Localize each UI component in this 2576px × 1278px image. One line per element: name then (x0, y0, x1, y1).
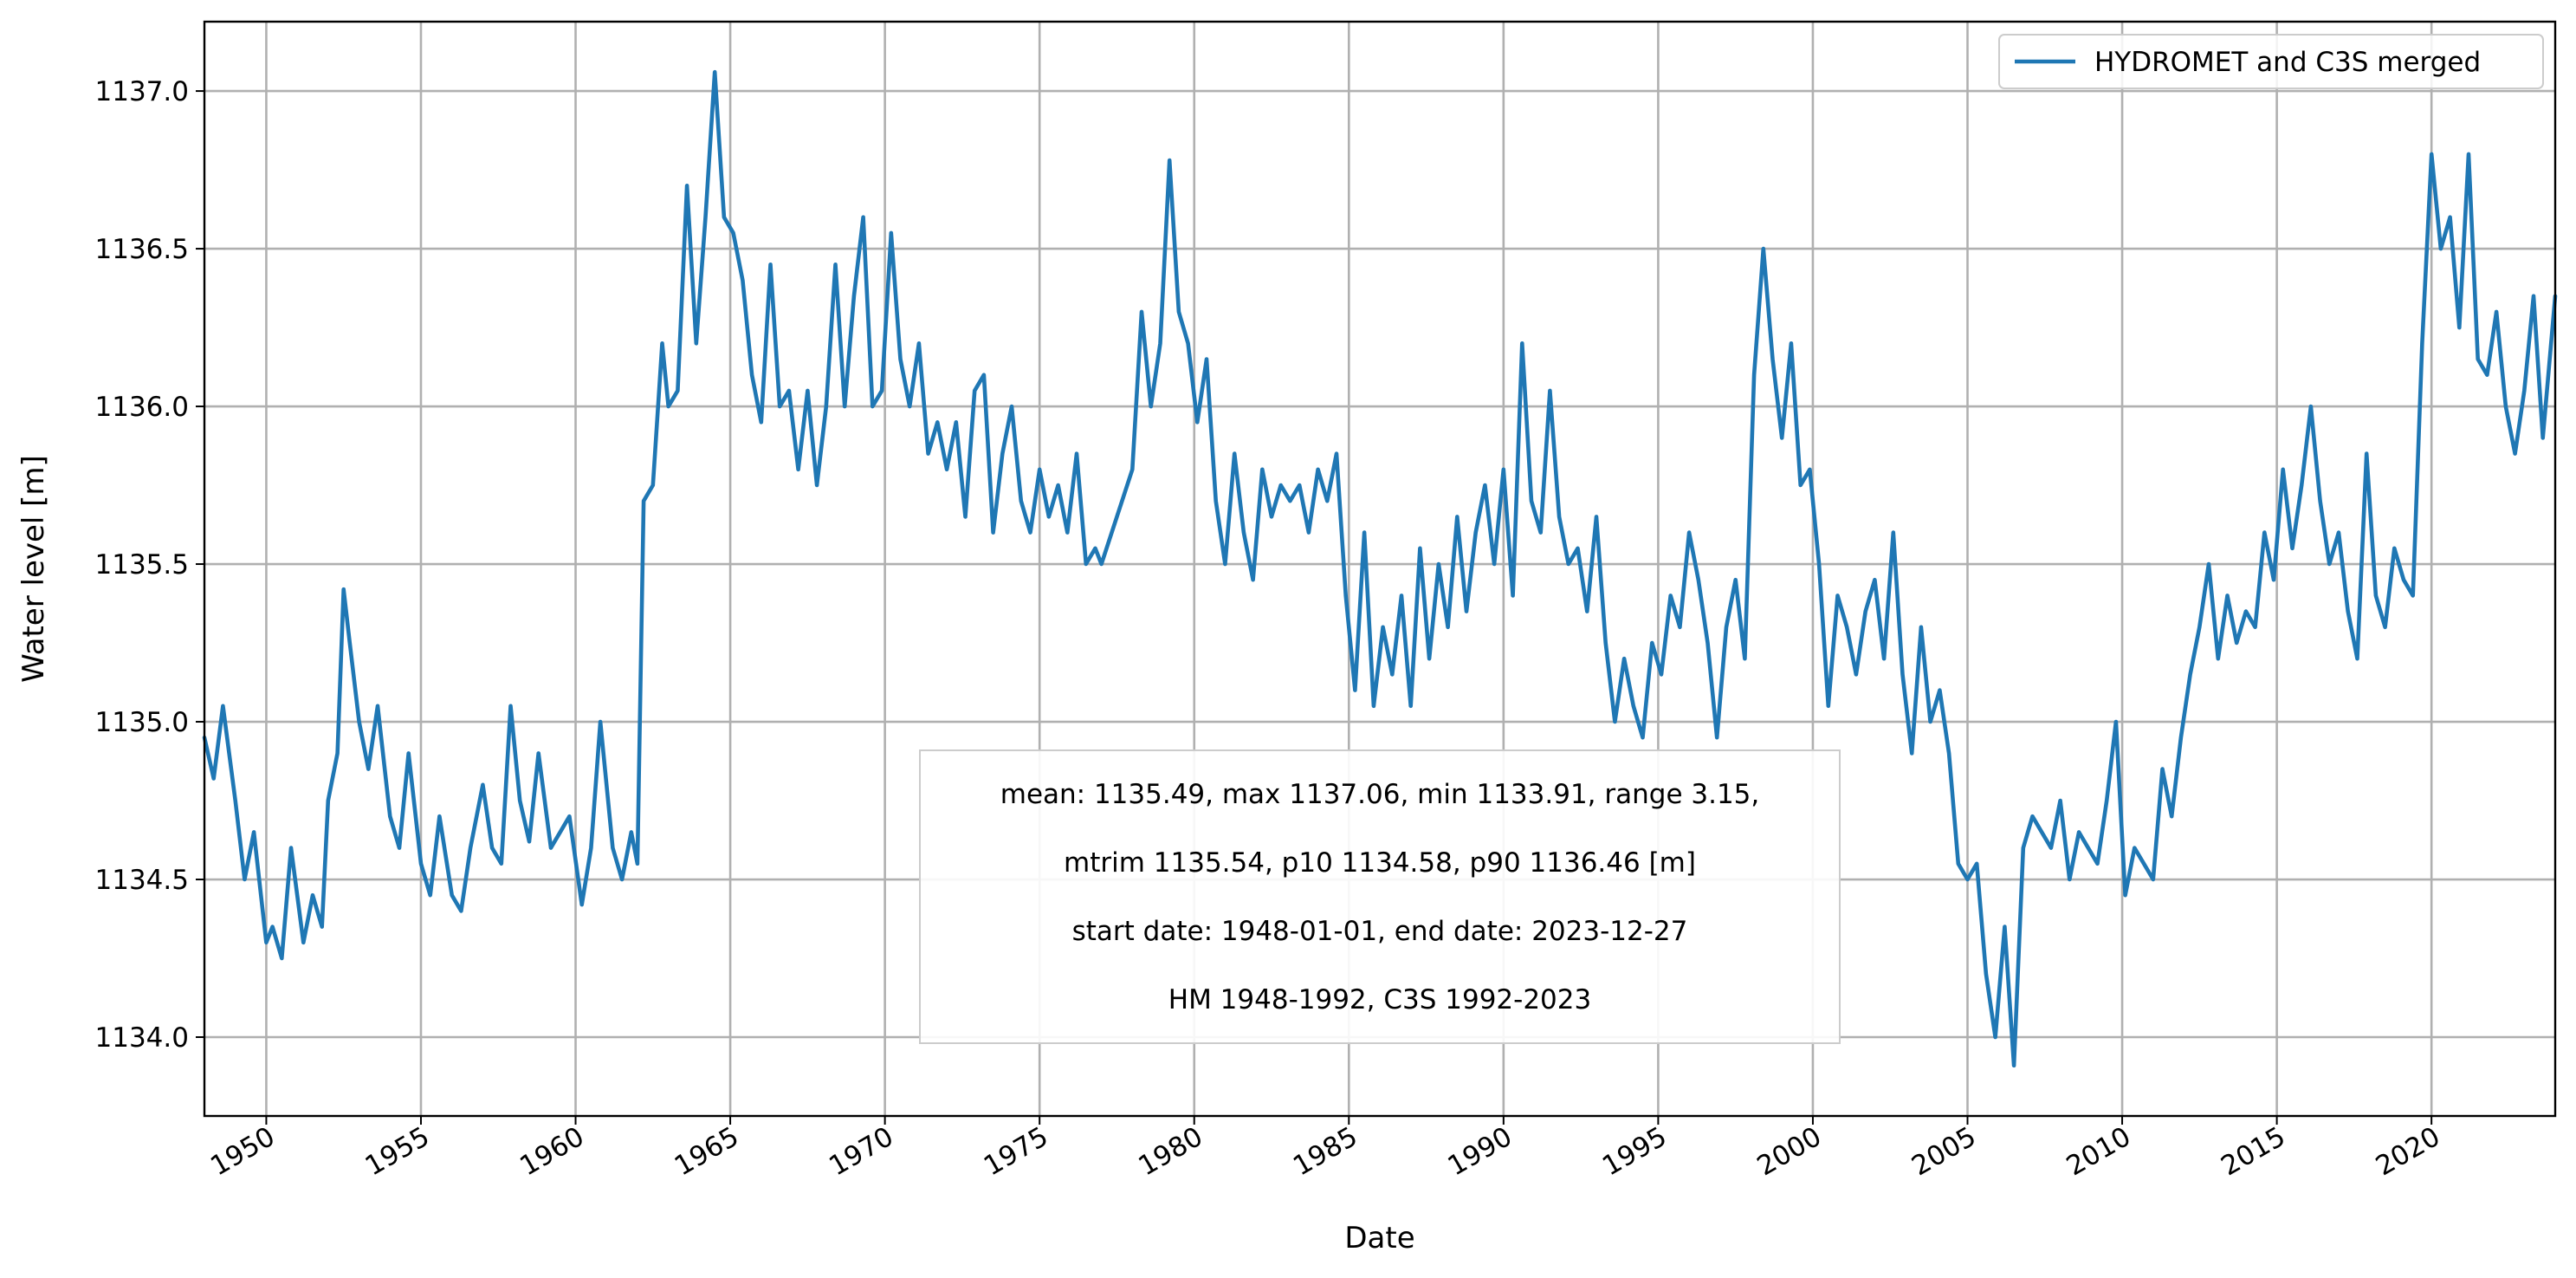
x-tick-label: 1965 (670, 1121, 744, 1183)
y-tick-label: 1137.0 (95, 76, 189, 107)
y-tick-label: 1136.5 (95, 234, 189, 265)
stats-line-4: HM 1948-1992, C3S 1992-2023 (1168, 984, 1591, 1015)
x-tick-label: 1975 (979, 1121, 1053, 1183)
x-tick-label: 1960 (515, 1121, 589, 1183)
x-tick-label: 2005 (1906, 1121, 1981, 1183)
y-tick-label: 1136.0 (95, 392, 189, 423)
y-axis: 1134.0 1134.5 1135.0 1135.5 1136.0 1136.5 1137… (95, 76, 204, 1054)
x-tick-label: 2010 (2061, 1121, 2136, 1183)
water-level-chart: 1950 1955 1960 1965 1970 1975 1980 1985 1990 1995… (0, 0, 2576, 1278)
x-tick-label: 1980 (1133, 1121, 1207, 1183)
x-tick-label: 1955 (360, 1121, 435, 1183)
x-tick-label: 1950 (205, 1121, 280, 1183)
stats-line-1: mean: 1135.49, max 1137.06, min 1133.91,… (1000, 779, 1760, 810)
y-tick-label: 1135.5 (95, 549, 189, 581)
x-tick-label: 2000 (1752, 1121, 1827, 1183)
x-tick-label: 1995 (1597, 1121, 1672, 1183)
stats-line-3: start date: 1948-01-01, end date: 2023-1… (1072, 916, 1688, 947)
stats-annotation: mean: 1135.49, max 1137.06, min 1133.91,… (920, 750, 1840, 1043)
y-tick-label: 1134.5 (95, 865, 189, 896)
legend-label: HYDROMET and C3S merged (2094, 47, 2481, 78)
x-axis: 1950 1955 1960 1965 1970 1975 1980 1985 1990 1995… (205, 1116, 2445, 1182)
x-tick-label: 2020 (2371, 1121, 2445, 1183)
y-tick-label: 1134.0 (95, 1022, 189, 1054)
x-tick-label: 1970 (824, 1121, 898, 1183)
y-axis-title: Water level [m] (16, 455, 51, 683)
x-tick-label: 1985 (1288, 1121, 1362, 1183)
y-tick-label: 1135.0 (95, 707, 189, 738)
legend: HYDROMET and C3S merged (1999, 35, 2543, 88)
x-tick-label: 1990 (1443, 1121, 1518, 1183)
stats-line-2: mtrim 1135.54, p10 1134.58, p90 1136.46 … (1064, 847, 1696, 879)
x-axis-title: Date (1344, 1221, 1414, 1255)
x-tick-label: 2015 (2216, 1121, 2290, 1183)
